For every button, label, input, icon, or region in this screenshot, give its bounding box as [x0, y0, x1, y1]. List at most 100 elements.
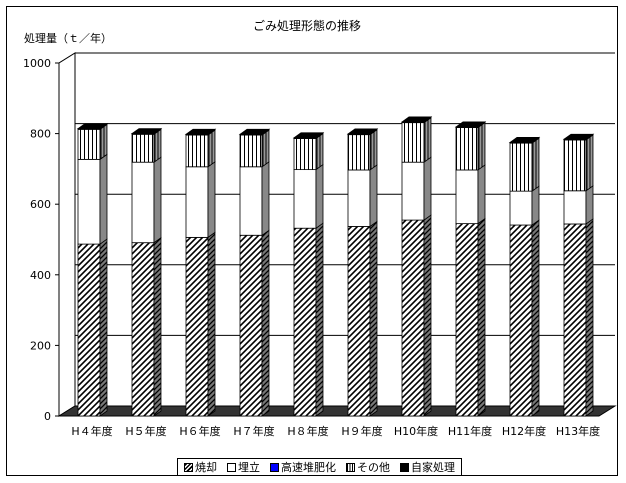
bar-segment	[185, 134, 209, 168]
bar-segment	[293, 227, 317, 417]
bar-top	[184, 128, 217, 135]
y-tick-label: 1000	[23, 57, 51, 70]
bar-segment-side	[423, 156, 432, 221]
legend-swatch	[400, 462, 409, 472]
bar-segment-side	[261, 229, 270, 417]
chart-title: ごみ処理形態の推移	[253, 18, 361, 33]
legend-label: 埋立	[238, 461, 260, 474]
bar-segment	[293, 138, 317, 171]
bar-segment-side	[369, 128, 378, 171]
bars	[76, 116, 595, 417]
y-tick-label: 800	[30, 128, 51, 141]
bar-segment	[347, 226, 371, 417]
bar-segment-side	[315, 222, 324, 417]
legend-swatch	[227, 462, 236, 472]
bar-segment-side	[153, 128, 162, 163]
bar-top	[292, 132, 325, 139]
x-category-label: H４年度	[71, 424, 112, 438]
bar-segment-side	[207, 129, 216, 168]
x-category-label: H８年度	[287, 424, 328, 438]
bar-segment	[347, 169, 371, 227]
bar-segment-side	[153, 156, 162, 244]
legend-label: 自家処理	[411, 461, 455, 474]
legend-label: 焼却	[195, 461, 217, 474]
legend-item: 自家処理	[400, 459, 455, 475]
bar-segment-side	[531, 219, 540, 417]
bar-segment-side	[99, 123, 108, 161]
x-category-label: H12年度	[502, 424, 546, 438]
bar-top	[454, 121, 487, 128]
bar-segment	[77, 243, 101, 417]
bar-segment	[401, 161, 425, 221]
left-wall	[58, 52, 76, 417]
bar-segment-side	[585, 185, 594, 225]
bar-segment	[185, 166, 209, 238]
bar-top	[400, 116, 433, 123]
bar-segment-side	[423, 214, 432, 417]
legend-label: 高速堆肥化	[281, 461, 336, 474]
bar-segment	[455, 223, 479, 417]
bar-segment	[239, 166, 263, 236]
chart-area: ごみ処理形態の推移 処理量（ｔ／年） 0 200 400 600 800 1000 H４年度…	[23, 18, 617, 438]
bar-segment-side	[261, 161, 270, 237]
y-tick-label: 600	[30, 198, 51, 211]
legend-item: 高速堆肥化	[270, 459, 336, 475]
y-axis-label: 処理量（ｔ／年）	[24, 31, 112, 45]
bar-top	[508, 137, 541, 143]
bar-segment	[239, 134, 263, 168]
bar-segment-side	[585, 218, 594, 417]
bar-segment	[131, 242, 155, 417]
bar-segment-side	[315, 132, 324, 171]
legend-swatch	[184, 462, 193, 472]
legend-swatch	[270, 462, 279, 472]
bar-segment	[131, 133, 155, 163]
bar-segment	[77, 128, 101, 160]
bar-segment-side	[153, 236, 162, 417]
bar-segment-side	[477, 217, 486, 417]
bar-segment	[509, 142, 533, 192]
bar-segment	[239, 234, 263, 417]
bar-segment-side	[423, 116, 432, 163]
bar-segment-side	[369, 164, 378, 228]
bar-top	[562, 133, 595, 140]
x-category-label: H５年度	[125, 424, 166, 438]
bar-segment	[563, 223, 587, 417]
bar-segment-side	[531, 185, 540, 226]
y-tick-label: 200	[30, 339, 51, 352]
bar-segment-side	[99, 238, 108, 417]
bar-segment-side	[99, 153, 108, 245]
legend-item: 埋立	[227, 459, 260, 475]
y-tick-label: 0	[44, 410, 51, 423]
bar-top	[346, 128, 379, 135]
legend: 焼却 埋立 高速堆肥化 その他 自家処理	[177, 458, 462, 476]
x-category-label: H13年度	[556, 424, 600, 438]
bar-segment-side	[477, 164, 486, 225]
y-tick-label: 400	[30, 269, 51, 282]
bar-segment-side	[585, 134, 594, 192]
bar-segment-side	[315, 163, 324, 229]
bar-segment-side	[531, 137, 540, 192]
legend-item: 焼却	[184, 459, 217, 475]
bar-segment-side	[207, 231, 216, 417]
chart-frame: ごみ処理形態の推移 処理量（ｔ／年） 0 200 400 600 800 1000 H４年度…	[6, 6, 618, 476]
legend-swatch	[346, 462, 355, 472]
x-category-label: H11年度	[448, 424, 492, 438]
legend-label: その他	[357, 461, 390, 474]
bar-segment	[185, 236, 209, 417]
bar-segment	[401, 122, 425, 163]
bar-segment	[77, 158, 101, 245]
bar-top	[130, 128, 163, 134]
bar-top	[238, 128, 271, 135]
bar-segment-side	[369, 220, 378, 417]
bar-segment	[293, 169, 317, 229]
labels: 0 200 400 600 800 1000 H４年度 H５年度 H６年度 H７年度 H８年度 H９年…	[23, 57, 600, 438]
bar-top	[76, 123, 109, 130]
bar-segment	[509, 224, 533, 417]
bar-segment	[563, 139, 587, 192]
bar-segment	[131, 161, 155, 244]
x-category-label: H10年度	[394, 424, 438, 438]
legend-item: その他	[346, 459, 390, 475]
bar-segment	[509, 190, 533, 226]
bar-segment-side	[477, 121, 486, 171]
bar-segment-side	[261, 129, 270, 168]
